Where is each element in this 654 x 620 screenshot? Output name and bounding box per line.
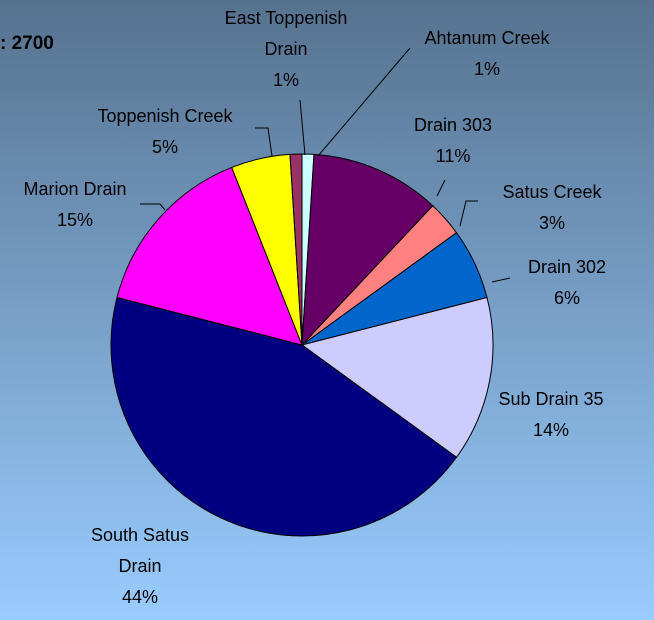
- leader-line: [459, 200, 478, 227]
- slice-value-label: 3%: [538, 213, 565, 233]
- slice-value-label: 44%: [121, 587, 159, 607]
- slice-label: Drain 303: [413, 115, 493, 135]
- slice-label: Drain 302: [527, 257, 607, 277]
- leader-line: [436, 179, 446, 197]
- slice-value-label: 1%: [272, 70, 299, 90]
- leader-line: [255, 127, 273, 157]
- pie-slice: [289, 153, 303, 346]
- slice-value-label: 11%: [435, 146, 471, 166]
- slice-label: Marion Drain: [23, 179, 127, 199]
- slice-value-label: 6%: [553, 288, 580, 308]
- pie-slice: [116, 166, 303, 346]
- slice-label: Ahtanum Creek: [424, 28, 550, 48]
- slice-label: Sub Drain 35: [498, 389, 604, 409]
- pie-slice: [301, 153, 434, 347]
- slice-value-label: 15%: [56, 210, 94, 230]
- slice-label: East Toppenish Drain: [224, 8, 348, 59]
- leader-line: [317, 47, 411, 157]
- slice-label: Satus Creek: [502, 182, 602, 202]
- leader-line: [491, 277, 511, 283]
- slice-value-label: 1%: [473, 59, 500, 79]
- slice-label: Toppenish Creek: [97, 106, 233, 126]
- slice-value-label: 5%: [151, 137, 178, 157]
- slice-label: South Satus Drain: [90, 525, 190, 576]
- leader-line: [140, 203, 166, 211]
- slice-value-label: 14%: [532, 420, 570, 440]
- leader-line: [299, 99, 306, 156]
- pie-slice: [300, 296, 494, 458]
- pie-slice: [110, 296, 458, 537]
- chart-title: : 2700: [0, 33, 54, 54]
